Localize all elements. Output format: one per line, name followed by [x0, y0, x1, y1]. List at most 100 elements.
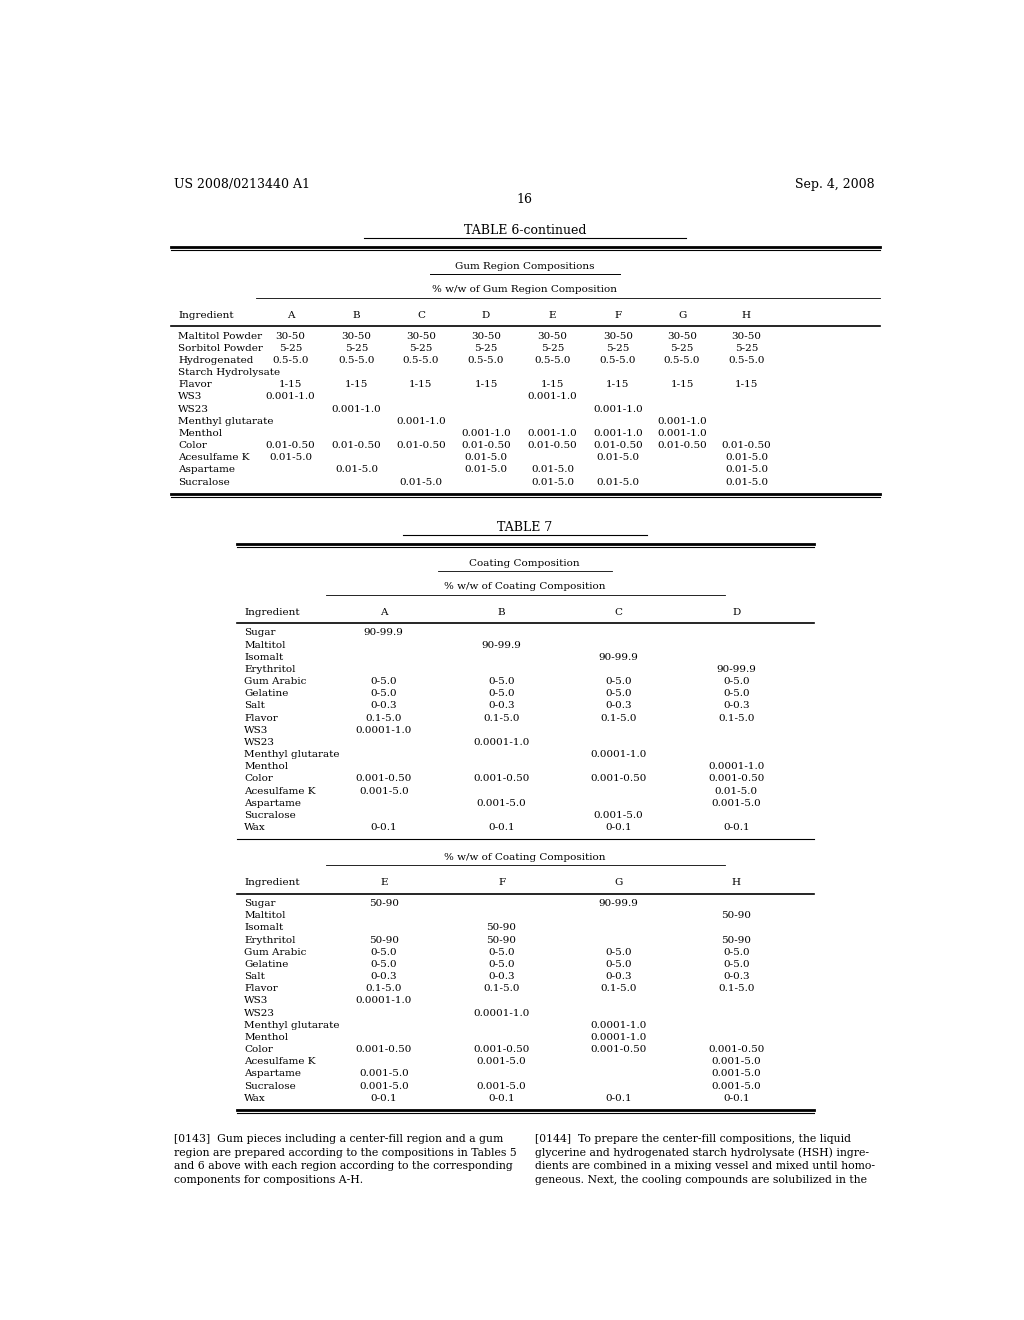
Text: 0-0.3: 0-0.3	[605, 972, 632, 981]
Text: 0.001-1.0: 0.001-1.0	[593, 429, 643, 438]
Text: 0-5.0: 0-5.0	[605, 677, 632, 686]
Text: Sucralose: Sucralose	[245, 1081, 296, 1090]
Text: 0.001-5.0: 0.001-5.0	[712, 1081, 761, 1090]
Text: 0.0001-1.0: 0.0001-1.0	[355, 997, 412, 1006]
Text: 0.01-0.50: 0.01-0.50	[527, 441, 578, 450]
Text: D: D	[732, 607, 740, 616]
Text: 0.001-5.0: 0.001-5.0	[358, 787, 409, 796]
Text: Menthol: Menthol	[245, 762, 289, 771]
Text: 0.001-1.0: 0.001-1.0	[657, 429, 707, 438]
Text: 0-5.0: 0-5.0	[488, 689, 515, 698]
Text: 5-25: 5-25	[671, 343, 694, 352]
Text: Starch Hydrolysate: Starch Hydrolysate	[178, 368, 281, 378]
Text: region are prepared according to the compositions in Tables 5: region are prepared according to the com…	[174, 1148, 517, 1158]
Text: 0-5.0: 0-5.0	[371, 960, 397, 969]
Text: 5-25: 5-25	[735, 343, 758, 352]
Text: B: B	[498, 607, 506, 616]
Text: 0.01-5.0: 0.01-5.0	[725, 453, 768, 462]
Text: 30-50: 30-50	[731, 331, 762, 341]
Text: [0143]  Gum pieces including a center-fill region and a gum: [0143] Gum pieces including a center-fil…	[174, 1134, 504, 1144]
Text: 0.001-0.50: 0.001-0.50	[473, 1045, 529, 1055]
Text: Gum Arabic: Gum Arabic	[245, 677, 306, 686]
Text: 0.01-0.50: 0.01-0.50	[461, 441, 511, 450]
Text: Sugar: Sugar	[245, 899, 275, 908]
Text: 0.001-1.0: 0.001-1.0	[527, 429, 578, 438]
Text: 0.001-0.50: 0.001-0.50	[355, 1045, 412, 1055]
Text: 0.01-5.0: 0.01-5.0	[335, 466, 378, 474]
Text: A: A	[380, 607, 387, 616]
Text: 0.1-5.0: 0.1-5.0	[366, 985, 402, 994]
Text: 5-25: 5-25	[280, 343, 302, 352]
Text: E: E	[549, 312, 556, 319]
Text: F: F	[498, 878, 505, 887]
Text: 0.0001-1.0: 0.0001-1.0	[473, 1008, 529, 1018]
Text: 0.5-5.0: 0.5-5.0	[402, 356, 439, 366]
Text: 0.001-5.0: 0.001-5.0	[712, 1057, 761, 1067]
Text: 0.1-5.0: 0.1-5.0	[600, 714, 637, 722]
Text: 0.001-1.0: 0.001-1.0	[266, 392, 315, 401]
Text: WS23: WS23	[178, 405, 209, 413]
Text: F: F	[614, 312, 622, 319]
Text: Ingredient: Ingredient	[245, 607, 300, 616]
Text: 0.0001-1.0: 0.0001-1.0	[473, 738, 529, 747]
Text: 30-50: 30-50	[471, 331, 501, 341]
Text: 0.5-5.0: 0.5-5.0	[535, 356, 571, 366]
Text: 0.001-5.0: 0.001-5.0	[594, 810, 643, 820]
Text: Acesulfame K: Acesulfame K	[178, 453, 250, 462]
Text: Menthol: Menthol	[178, 429, 222, 438]
Text: 5-25: 5-25	[541, 343, 564, 352]
Text: 0.01-0.50: 0.01-0.50	[332, 441, 382, 450]
Text: 0-5.0: 0-5.0	[723, 948, 750, 957]
Text: 0-5.0: 0-5.0	[371, 677, 397, 686]
Text: Erythritol: Erythritol	[245, 936, 296, 945]
Text: 0.01-0.50: 0.01-0.50	[396, 441, 445, 450]
Text: Menthol: Menthol	[245, 1034, 289, 1041]
Text: Sorbitol Powder: Sorbitol Powder	[178, 343, 263, 352]
Text: 0-5.0: 0-5.0	[605, 960, 632, 969]
Text: 0-0.1: 0-0.1	[371, 824, 397, 832]
Text: Flavor: Flavor	[245, 985, 278, 994]
Text: 0-5.0: 0-5.0	[605, 689, 632, 698]
Text: 0-5.0: 0-5.0	[488, 677, 515, 686]
Text: Gelatine: Gelatine	[245, 689, 289, 698]
Text: C: C	[417, 312, 425, 319]
Text: G: G	[678, 312, 686, 319]
Text: and 6 above with each region according to the corresponding: and 6 above with each region according t…	[174, 1162, 513, 1171]
Text: 0-0.1: 0-0.1	[488, 824, 515, 832]
Text: 5-25: 5-25	[606, 343, 630, 352]
Text: 0-0.1: 0-0.1	[605, 824, 632, 832]
Text: Maltitol: Maltitol	[245, 640, 286, 649]
Text: 0-0.3: 0-0.3	[723, 972, 750, 981]
Text: components for compositions A-H.: components for compositions A-H.	[174, 1175, 364, 1185]
Text: Aspartame: Aspartame	[245, 799, 301, 808]
Text: 30-50: 30-50	[603, 331, 633, 341]
Text: Sucralose: Sucralose	[178, 478, 230, 487]
Text: US 2008/0213440 A1: US 2008/0213440 A1	[174, 178, 310, 190]
Text: Ingredient: Ingredient	[178, 312, 234, 319]
Text: 0.001-5.0: 0.001-5.0	[358, 1081, 409, 1090]
Text: Wax: Wax	[245, 824, 266, 832]
Text: TABLE 6-continued: TABLE 6-continued	[464, 224, 586, 236]
Text: Acesulfame K: Acesulfame K	[245, 787, 315, 796]
Text: Menthyl glutarate: Menthyl glutarate	[178, 417, 273, 426]
Text: 1-15: 1-15	[541, 380, 564, 389]
Text: Isomalt: Isomalt	[245, 653, 284, 661]
Text: glycerine and hydrogenated starch hydrolysate (HSH) ingre-: glycerine and hydrogenated starch hydrol…	[535, 1148, 869, 1159]
Text: 0.5-5.0: 0.5-5.0	[728, 356, 765, 366]
Text: 1-15: 1-15	[735, 380, 758, 389]
Text: 0.01-5.0: 0.01-5.0	[269, 453, 312, 462]
Text: 0-5.0: 0-5.0	[371, 948, 397, 957]
Text: 0.01-5.0: 0.01-5.0	[715, 787, 758, 796]
Text: 0.001-5.0: 0.001-5.0	[358, 1069, 409, 1078]
Text: 0.1-5.0: 0.1-5.0	[483, 714, 520, 722]
Text: 90-99.9: 90-99.9	[599, 899, 639, 908]
Text: 0.5-5.0: 0.5-5.0	[272, 356, 309, 366]
Text: 0.01-5.0: 0.01-5.0	[596, 478, 639, 487]
Text: 0-0.3: 0-0.3	[605, 701, 632, 710]
Text: D: D	[482, 312, 490, 319]
Text: % w/w of Gum Region Composition: % w/w of Gum Region Composition	[432, 285, 617, 294]
Text: 0-5.0: 0-5.0	[371, 689, 397, 698]
Text: 50-90: 50-90	[369, 936, 398, 945]
Text: 0.001-5.0: 0.001-5.0	[477, 1057, 526, 1067]
Text: Menthyl glutarate: Menthyl glutarate	[245, 750, 340, 759]
